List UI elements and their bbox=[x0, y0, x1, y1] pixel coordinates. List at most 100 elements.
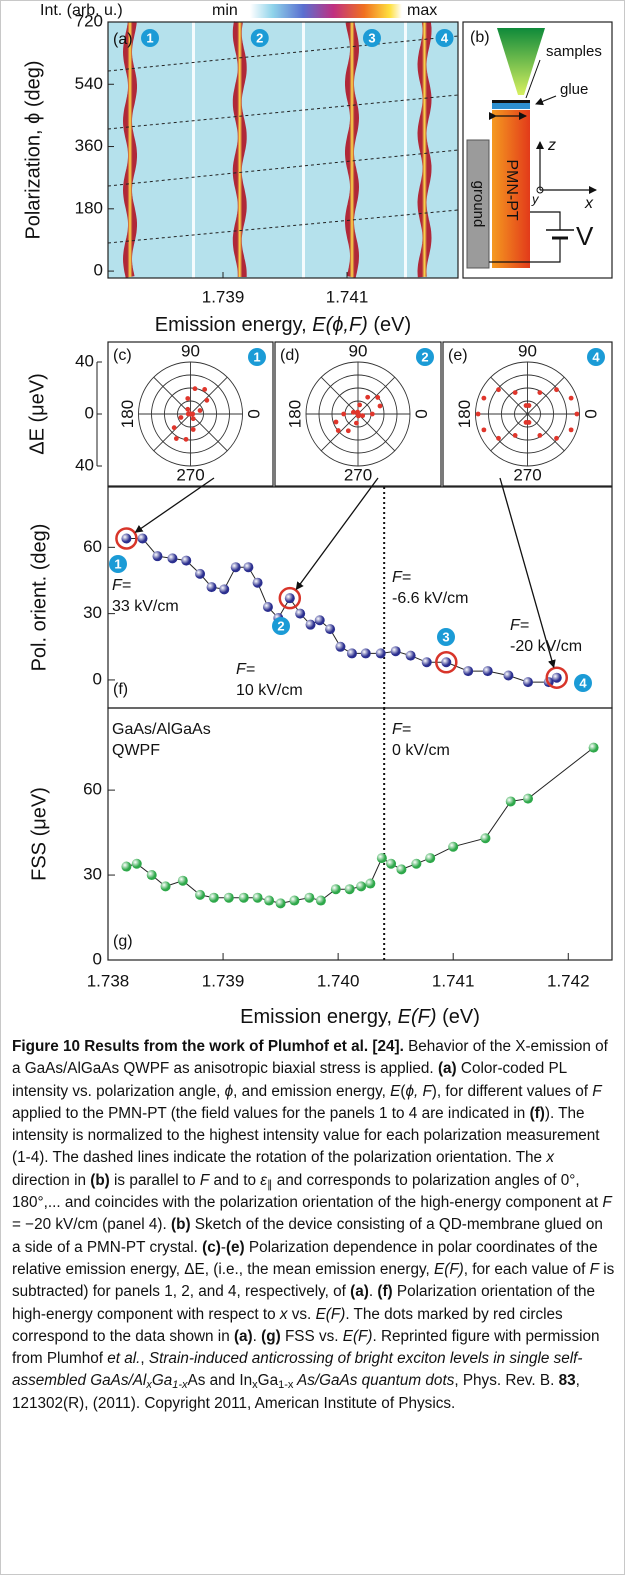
caption-run: direction in bbox=[12, 1171, 91, 1189]
data-point bbox=[441, 657, 452, 668]
polar-point bbox=[554, 435, 559, 441]
caption-run: Polarization dependence in polar coordin… bbox=[12, 1238, 598, 1278]
number-badge bbox=[587, 348, 605, 366]
number-badge bbox=[437, 628, 455, 646]
angle-tick-label: 90 bbox=[518, 341, 537, 360]
polar-point bbox=[496, 387, 501, 393]
colorbar-title: Int. (arb. u.) bbox=[40, 2, 123, 19]
polar-point bbox=[185, 406, 191, 412]
data-point bbox=[356, 881, 367, 892]
data-point bbox=[295, 608, 306, 619]
samples-label: samples bbox=[546, 43, 602, 60]
number-badge-label: 3 bbox=[442, 629, 449, 644]
data-point bbox=[195, 568, 206, 579]
polar-point bbox=[350, 409, 356, 415]
polar-point bbox=[355, 411, 361, 417]
caption-run: = −20 kV/cm (panel 4). bbox=[12, 1216, 171, 1234]
caption-run: (a) bbox=[350, 1283, 369, 1301]
annotation: 10 kV/cm bbox=[236, 682, 303, 699]
x-tick-label: 1.739 bbox=[202, 287, 245, 306]
polar-point bbox=[185, 396, 191, 401]
x-axis-label-part: Emission energy, bbox=[240, 1006, 397, 1028]
annotation: -20 kV/cm bbox=[510, 638, 582, 655]
polar-point bbox=[188, 411, 193, 417]
data-point bbox=[588, 742, 599, 753]
polar-point bbox=[197, 408, 203, 413]
heatmap-lines bbox=[122, 21, 432, 279]
data-point bbox=[335, 641, 346, 652]
panel-label: (b) bbox=[470, 29, 490, 46]
x-tick-label: 1.741 bbox=[432, 971, 475, 990]
annotation: -6.6 kV/cm bbox=[392, 590, 468, 607]
spectral-gap bbox=[302, 22, 305, 278]
data-point bbox=[482, 666, 493, 677]
data-point bbox=[346, 648, 357, 659]
data-point bbox=[206, 582, 217, 593]
data-point bbox=[167, 553, 178, 564]
data-point bbox=[523, 793, 533, 804]
caption-run: x bbox=[546, 1149, 554, 1167]
data-line bbox=[126, 747, 594, 904]
data-point bbox=[411, 858, 422, 869]
caption-run: . The dots marked by red circles corresp… bbox=[12, 1305, 563, 1345]
caption-run: - bbox=[220, 1238, 226, 1256]
highlight-ring bbox=[435, 651, 458, 674]
annotation: F= bbox=[112, 577, 131, 594]
emission-line bbox=[122, 21, 137, 278]
colorbar bbox=[250, 4, 402, 18]
data-point bbox=[314, 615, 325, 626]
highlight-ring bbox=[545, 666, 569, 689]
data-point bbox=[523, 677, 533, 688]
data-point bbox=[505, 796, 516, 807]
data-point bbox=[219, 584, 230, 595]
polar-point bbox=[173, 436, 179, 441]
x-axis-label: Emission energy, E(ϕ,F) (eV) bbox=[155, 314, 411, 336]
caption-run: (a) bbox=[233, 1327, 253, 1345]
y-tick-label: 0 bbox=[94, 261, 103, 280]
number-badge bbox=[435, 29, 454, 47]
polar-point bbox=[481, 395, 487, 401]
angle-tick-label: 0 bbox=[244, 409, 263, 418]
angle-tick-label: 270 bbox=[513, 465, 541, 484]
data-point bbox=[121, 533, 132, 544]
number-badge-label: 2 bbox=[421, 349, 428, 364]
data-point bbox=[146, 870, 157, 881]
number-badge-label: 2 bbox=[277, 618, 284, 633]
glue-layer bbox=[492, 103, 530, 109]
polar-point bbox=[377, 403, 383, 409]
polar-point bbox=[190, 427, 196, 432]
number-badge-label: 4 bbox=[579, 675, 587, 690]
data-point bbox=[503, 670, 514, 681]
polar-point bbox=[171, 425, 177, 431]
polar-point bbox=[512, 390, 518, 396]
data-point bbox=[421, 657, 432, 668]
figure-caption: Figure 10 Results from the work of Plumh… bbox=[12, 1036, 615, 1415]
laser-cone bbox=[497, 28, 545, 95]
polar-point bbox=[512, 432, 518, 438]
data-point bbox=[252, 892, 263, 903]
caption-run: ), for different values of bbox=[431, 1082, 593, 1100]
angle-tick-label: 180 bbox=[118, 400, 137, 428]
data-point bbox=[289, 895, 300, 906]
caption-run: Figure 10 Results from the work of Plumh… bbox=[12, 1038, 404, 1055]
y-tick-label: 30 bbox=[83, 603, 102, 622]
z-label: z bbox=[547, 137, 556, 154]
figure: (b) samples glue PMN-PT ground z y x V 1… bbox=[22, 2, 613, 1028]
caption-run: ϕ bbox=[224, 1082, 234, 1100]
number-badge-label: 2 bbox=[256, 30, 263, 45]
caption-run: ). The intensity is normalized to the hi… bbox=[12, 1104, 600, 1167]
plot-frame bbox=[107, 21, 459, 279]
caption-run: F bbox=[199, 1171, 210, 1189]
caption-run: , Phys. Rev. B. bbox=[454, 1372, 559, 1390]
x-axis-label-part: (eV) bbox=[437, 1006, 480, 1028]
data-point bbox=[252, 577, 263, 588]
y-tick-label: 360 bbox=[75, 136, 103, 155]
data-point bbox=[223, 892, 234, 903]
x-axis-label-part: E(F) bbox=[398, 1006, 437, 1028]
caption-run: (b) bbox=[90, 1171, 110, 1189]
annotation: F= bbox=[392, 721, 411, 738]
data-point bbox=[208, 892, 219, 903]
polar-point bbox=[496, 435, 501, 441]
rotation-line bbox=[107, 94, 459, 130]
polar-point bbox=[537, 390, 543, 396]
